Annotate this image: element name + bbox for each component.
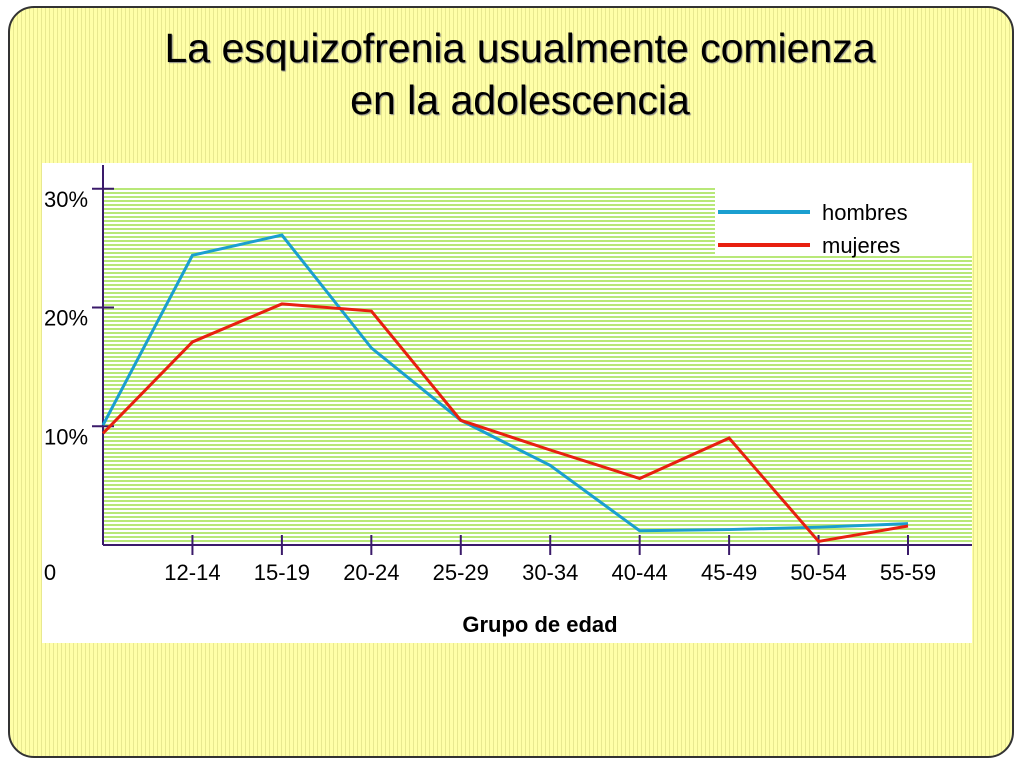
x-tick-label: 40-44 (612, 560, 668, 585)
line-series (101, 302, 909, 544)
x-tick-label: 50-54 (790, 560, 846, 585)
line-series (101, 233, 909, 533)
legend-label: hombres (822, 200, 908, 225)
y-tick-label: 10% (44, 424, 88, 449)
x-tick-label: 20-24 (343, 560, 399, 585)
y-tick-label: 0 (44, 560, 56, 585)
x-axis-label: Grupo de edad (462, 612, 617, 637)
x-tick-label: 55-59 (880, 560, 936, 585)
x-tick-label: 12-14 (164, 560, 220, 585)
y-tick-label: 20% (44, 306, 88, 331)
x-tick-label: 45-49 (701, 560, 757, 585)
legend (715, 163, 972, 255)
x-tick-label: 25-29 (433, 560, 489, 585)
y-tick-label: 30% (44, 187, 88, 212)
chart-title: La esquizofrenia usualmente comienza en … (164, 25, 876, 123)
legend-label: mujeres (822, 233, 900, 258)
x-tick-label: 15-19 (254, 560, 310, 585)
x-tick-label: 30-34 (522, 560, 578, 585)
